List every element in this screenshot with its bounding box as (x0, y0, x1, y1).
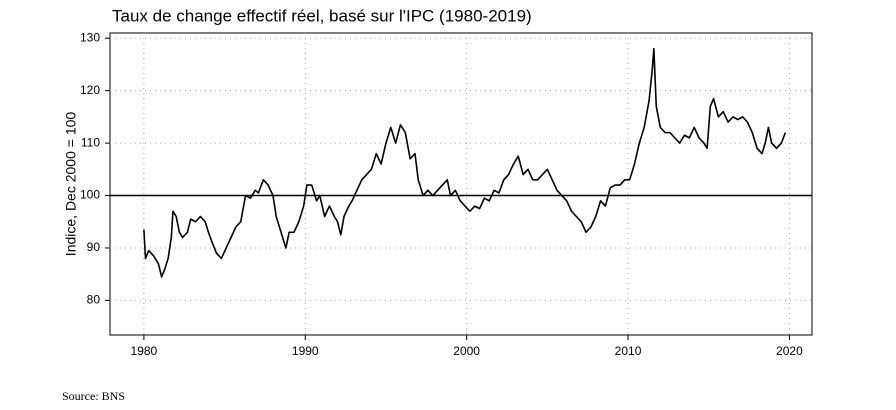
y-tick-label: 120 (80, 83, 100, 97)
x-tick-label: 1990 (292, 344, 319, 358)
y-tick-label: 110 (81, 135, 100, 149)
source: Source: BNS (62, 389, 125, 403)
y-tick-label: 80 (87, 293, 101, 307)
y-axis-label: Indice, Dec 2000 = 100 (63, 112, 79, 257)
series-line (143, 47, 787, 278)
y-tick-label: 100 (80, 188, 100, 202)
x-tick-label: 2010 (615, 344, 642, 358)
plot-frame (109, 32, 813, 336)
y-tick-label: 130 (80, 30, 100, 44)
x-tick-label: 1980 (131, 344, 158, 358)
chart-title: Taux de change effectif réel, basé sur l… (112, 6, 532, 25)
x-tick-label: 2020 (776, 344, 803, 358)
y-tick-label: 90 (87, 240, 101, 254)
x-tick-label: 2000 (453, 344, 480, 358)
